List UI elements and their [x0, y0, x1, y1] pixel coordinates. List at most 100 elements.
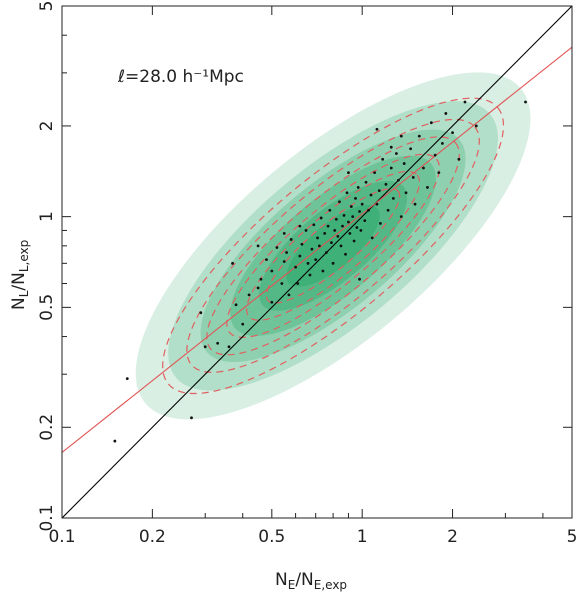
data-point — [437, 171, 441, 175]
data-point — [391, 196, 395, 200]
data-point — [381, 157, 385, 161]
data-point — [298, 224, 302, 228]
y-tick-label: 0.5 — [37, 294, 57, 321]
data-point — [440, 141, 444, 145]
one-to-one-line — [62, 6, 572, 518]
data-point — [463, 100, 467, 104]
data-point — [347, 171, 350, 175]
data-point — [444, 112, 448, 115]
data-point — [363, 219, 367, 223]
data-point — [375, 127, 379, 131]
data-point — [275, 246, 279, 249]
data-point — [370, 236, 374, 240]
data-point — [241, 322, 245, 326]
data-point — [474, 124, 478, 128]
data-point — [375, 202, 379, 206]
density-contours — [162, 97, 505, 395]
data-point — [270, 300, 274, 304]
data-points — [113, 100, 527, 443]
data-point — [360, 202, 364, 206]
density-contour — [162, 97, 505, 395]
data-point — [364, 180, 368, 184]
data-point — [336, 234, 340, 238]
data-point — [358, 210, 361, 213]
data-point — [344, 252, 347, 256]
y-axis-label: NL/NL,exp — [9, 240, 31, 310]
data-point — [203, 345, 207, 349]
x-tick-label: 0.5 — [258, 527, 285, 547]
data-point — [287, 293, 291, 297]
data-point — [355, 226, 359, 229]
x-tick-label: 1 — [357, 527, 368, 547]
density-contour — [265, 188, 401, 304]
data-point — [325, 251, 328, 254]
data-point — [524, 100, 527, 104]
data-point — [285, 251, 288, 254]
scale-annotation: ℓ=28.0 h⁻¹Mpc — [117, 67, 244, 87]
data-point — [190, 416, 193, 420]
x-tick-label: 0.2 — [139, 527, 166, 547]
y-tick-label: 0.1 — [37, 504, 57, 531]
data-point — [409, 147, 413, 151]
data-point — [349, 205, 353, 208]
data-point — [457, 157, 461, 161]
density-contour — [246, 170, 421, 321]
data-point — [384, 182, 388, 186]
y-tick-label: 5 — [37, 1, 57, 12]
data-point — [379, 221, 382, 225]
data-point — [247, 293, 251, 297]
data-point — [300, 242, 304, 246]
data-point — [339, 244, 343, 248]
data-point — [341, 224, 344, 228]
data-point — [359, 229, 363, 232]
data-point — [356, 186, 360, 189]
data-point — [326, 224, 330, 228]
data-point — [319, 216, 323, 220]
data-point — [342, 213, 346, 217]
data-point — [289, 238, 293, 241]
x-tick-label: 5 — [567, 527, 578, 547]
data-point — [358, 277, 361, 281]
data-point — [317, 244, 321, 248]
data-point — [256, 244, 260, 248]
reference-lines — [62, 6, 572, 518]
data-point — [451, 131, 454, 135]
data-point — [351, 215, 355, 219]
data-point — [422, 166, 425, 170]
fit-line — [62, 46, 572, 453]
data-point — [270, 269, 274, 273]
data-point — [113, 439, 117, 443]
data-point — [328, 208, 332, 212]
data-point — [417, 134, 421, 138]
data-point — [294, 265, 297, 269]
data-point — [402, 162, 406, 165]
data-point — [426, 186, 429, 189]
data-point — [352, 239, 356, 243]
data-point — [386, 208, 390, 212]
density-contour — [206, 136, 460, 356]
data-point — [306, 261, 310, 265]
data-point — [404, 191, 408, 195]
data-point — [333, 229, 337, 232]
data-point — [389, 145, 393, 149]
data-point — [347, 220, 350, 224]
data-point — [389, 166, 393, 170]
data-point — [394, 152, 398, 155]
density-contour — [226, 153, 440, 338]
data-point — [323, 231, 327, 235]
data-point — [411, 175, 415, 179]
data-point — [330, 241, 333, 245]
data-point — [396, 178, 400, 182]
y-tick-label: 2 — [37, 121, 57, 132]
y-tick-label: 0.2 — [37, 414, 57, 441]
data-point — [308, 273, 312, 277]
data-point — [413, 202, 417, 206]
data-point — [429, 121, 433, 125]
data-point — [280, 282, 284, 285]
data-point — [265, 258, 268, 262]
data-point — [369, 193, 373, 197]
axis-ticks: 0.1 0.2 0.5 1 2 5 0.1 0.2 0.5 1 2 5 — [37, 1, 577, 547]
x-axis-label: NE/NE,exp — [275, 570, 347, 592]
data-point — [321, 269, 325, 273]
